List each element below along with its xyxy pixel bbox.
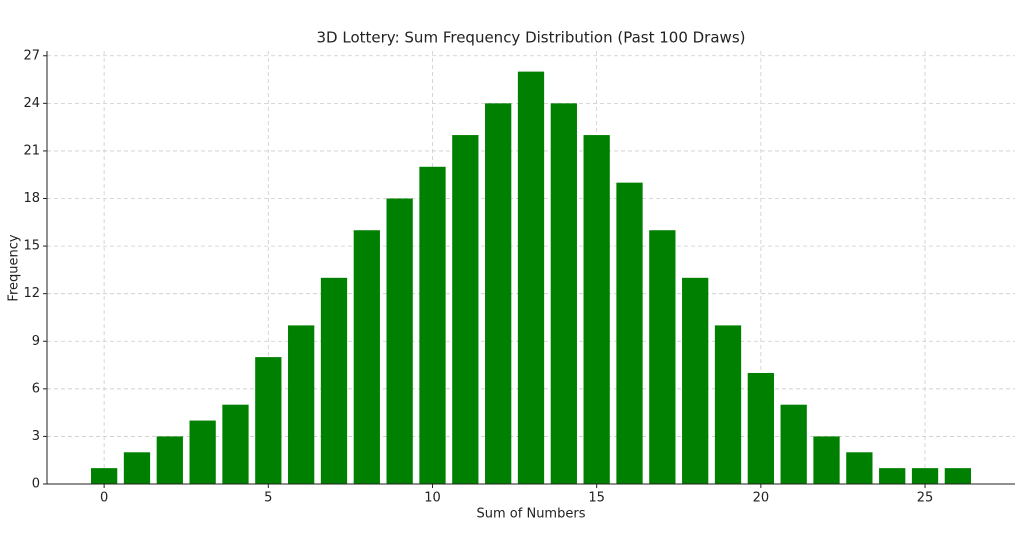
y-tick-label: 0 bbox=[32, 477, 40, 492]
bar bbox=[255, 357, 282, 484]
bar bbox=[189, 420, 216, 484]
x-tick-label: 15 bbox=[588, 491, 605, 506]
y-tick-label: 21 bbox=[23, 143, 40, 158]
y-tick-label: 27 bbox=[23, 48, 40, 63]
x-axis-label: Sum of Numbers bbox=[477, 507, 586, 522]
bar bbox=[583, 135, 610, 485]
bar bbox=[452, 135, 479, 485]
bar bbox=[879, 468, 906, 484]
bar bbox=[813, 436, 840, 484]
y-tick-label: 6 bbox=[32, 381, 40, 396]
y-axis-label: Frequency bbox=[7, 234, 22, 301]
bar bbox=[353, 230, 380, 484]
y-tick-label: 24 bbox=[23, 96, 40, 111]
bar bbox=[485, 103, 512, 484]
y-tick-label: 18 bbox=[23, 191, 40, 206]
bar bbox=[682, 277, 709, 484]
bar bbox=[846, 452, 873, 484]
y-tick-label: 15 bbox=[23, 239, 40, 254]
bar bbox=[616, 182, 643, 484]
chart-title: 3D Lottery: Sum Frequency Distribution (… bbox=[317, 29, 746, 47]
bar bbox=[780, 404, 807, 484]
bar bbox=[320, 277, 348, 484]
bar bbox=[517, 71, 545, 484]
bar bbox=[550, 103, 577, 484]
x-tick-label: 5 bbox=[264, 491, 272, 506]
bar bbox=[419, 166, 446, 485]
y-tick-label: 9 bbox=[32, 334, 40, 349]
x-tick-label: 25 bbox=[917, 491, 934, 506]
y-tick-label: 3 bbox=[32, 429, 40, 444]
x-tick-label: 20 bbox=[753, 491, 770, 506]
y-tick-label: 12 bbox=[23, 286, 40, 301]
x-tick-label: 0 bbox=[100, 491, 108, 506]
bar bbox=[123, 452, 151, 484]
bar bbox=[222, 404, 249, 484]
bar bbox=[156, 436, 183, 484]
bar bbox=[714, 325, 742, 484]
bar bbox=[386, 198, 413, 484]
x-tick-label: 10 bbox=[424, 491, 441, 506]
bar bbox=[649, 230, 676, 484]
bar bbox=[944, 468, 971, 484]
bar bbox=[911, 468, 939, 484]
bar bbox=[288, 325, 315, 484]
bar bbox=[747, 372, 774, 484]
bar bbox=[91, 468, 118, 484]
